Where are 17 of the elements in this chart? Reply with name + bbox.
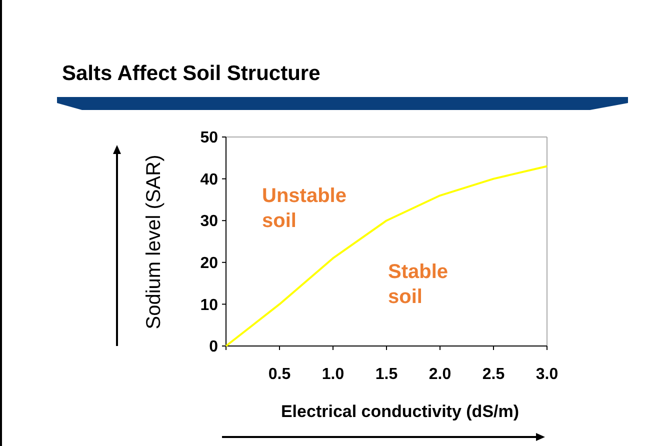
- y-axis-title: Sodium level (SAR): [143, 154, 165, 330]
- x-tick-label: 1.5: [375, 366, 398, 383]
- y-tick-label: 20: [200, 255, 218, 272]
- y-tick-label: 30: [200, 213, 218, 230]
- x-tick-label: 2.5: [482, 366, 505, 383]
- y-tick-label: 40: [200, 171, 218, 188]
- x-tick-label: 3.0: [536, 366, 558, 383]
- chart-title: Salts Affect Soil Structure: [62, 62, 320, 85]
- y-tick-label: 0: [209, 338, 218, 356]
- y-tick-label: 10: [200, 296, 218, 314]
- y-tick-label: 50: [200, 130, 218, 147]
- x-axis-title: Electrical conductivity (dS/m): [280, 402, 520, 421]
- x-tick-label: 1.0: [322, 366, 344, 383]
- annotation: Stable soil: [388, 261, 448, 308]
- annotation: Unstable soil: [262, 185, 346, 232]
- x-tick-label: 2.0: [428, 366, 452, 383]
- x-tick-label: 0.5: [268, 366, 291, 383]
